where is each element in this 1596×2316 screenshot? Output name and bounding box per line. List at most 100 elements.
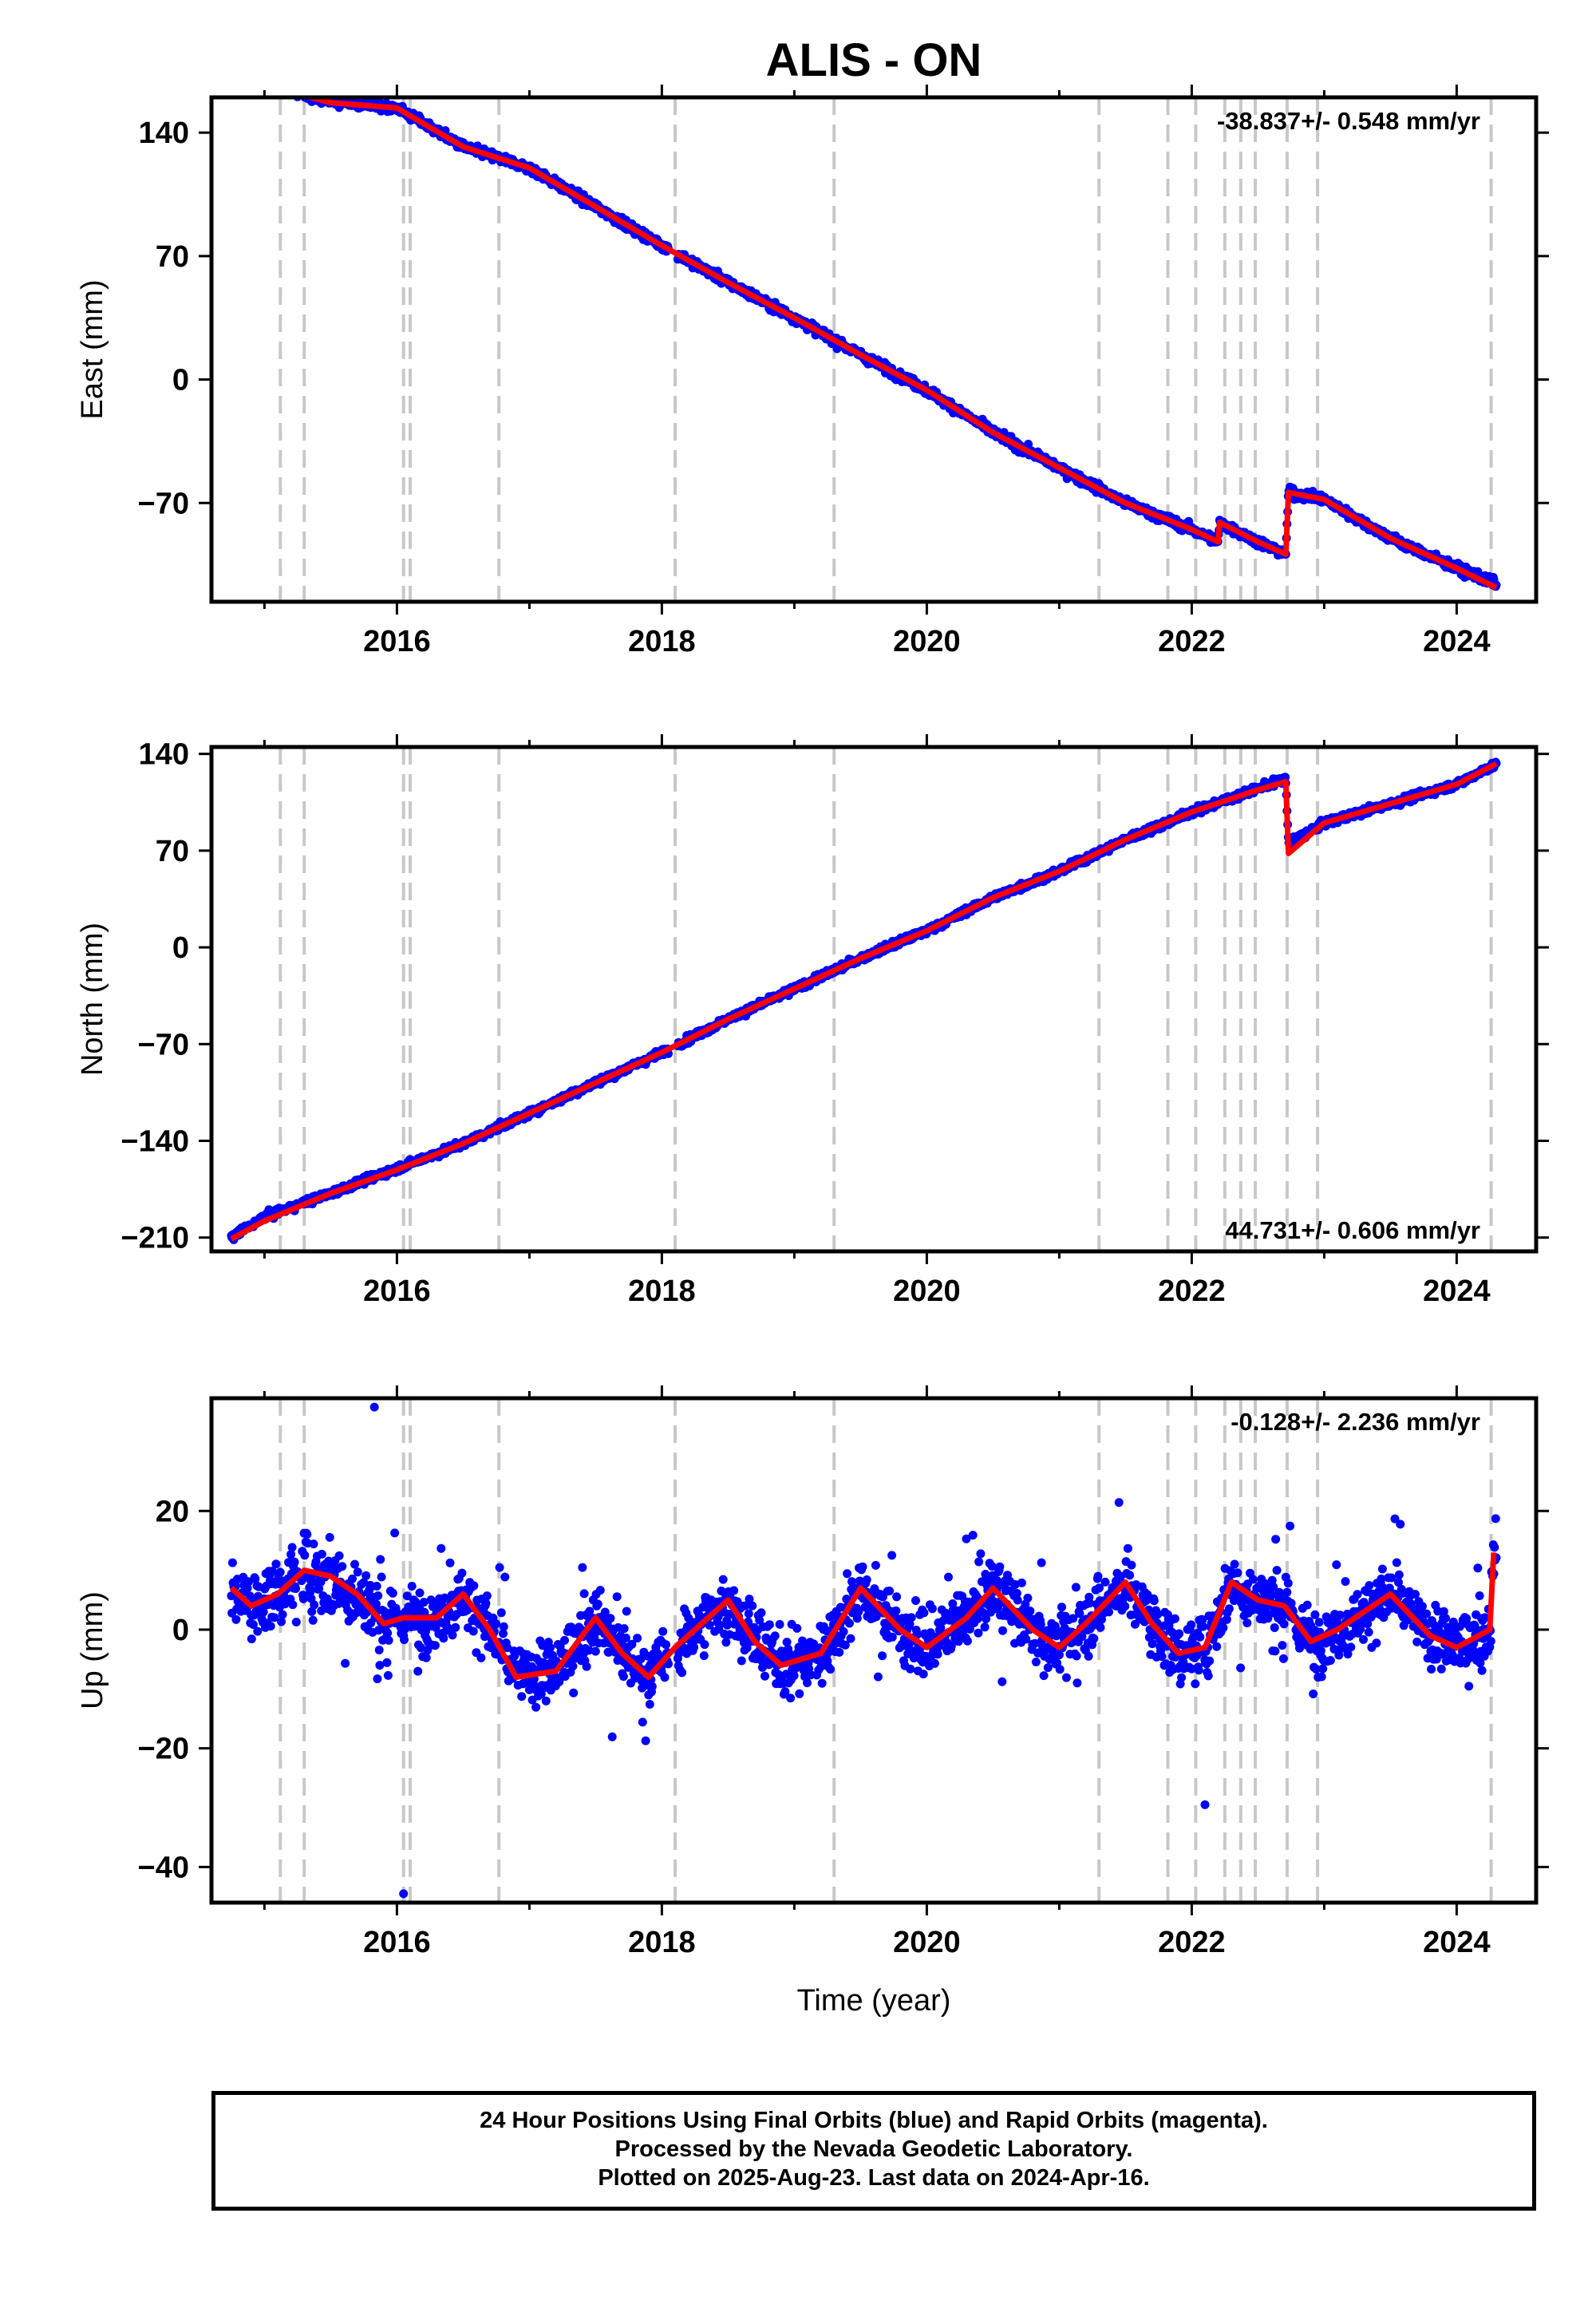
- east-point-65: [266, 86, 275, 95]
- east-point-101: [287, 85, 296, 94]
- east-point-49: [256, 80, 265, 89]
- east-point-85: [278, 85, 286, 93]
- up-point-72: [270, 1613, 279, 1622]
- east-point-34: [247, 74, 256, 83]
- east-point-31: [246, 76, 255, 85]
- east-point-21: [239, 71, 248, 80]
- east-rate-label: -38.837+/- 0.548 mm/yr: [1217, 107, 1480, 135]
- up-point-146: [317, 1549, 326, 1559]
- east-point-95: [283, 86, 292, 95]
- up-data-points: [227, 1402, 1501, 1899]
- east-point-16: [236, 71, 245, 80]
- up-point-336: [430, 1641, 440, 1650]
- east-point-104: [289, 85, 298, 94]
- up-point-317: [419, 1598, 429, 1607]
- north-ytick-label-140: 140: [139, 738, 189, 772]
- up-point-175: [334, 1551, 344, 1560]
- east-point-9: [232, 73, 241, 82]
- east-point-110: [293, 84, 302, 93]
- east-point-36: [248, 77, 257, 86]
- up-point-69: [267, 1567, 277, 1576]
- up-point-297: [407, 1582, 417, 1591]
- east-point-72: [270, 81, 279, 89]
- east-point-82: [276, 85, 285, 94]
- up-point-2: [227, 1558, 237, 1567]
- north-xtick-label-2020: 2020: [893, 1275, 961, 1308]
- up-point-197: [348, 1574, 357, 1583]
- east-data-points: [229, 69, 1501, 591]
- up-point-469: [510, 1651, 519, 1661]
- east-point-55: [260, 80, 269, 89]
- east-point-3: [229, 69, 238, 78]
- east-point-102: [288, 85, 297, 93]
- east-point-108: [291, 86, 300, 95]
- up-point-108: [291, 1584, 301, 1593]
- up-point-583: [578, 1563, 587, 1572]
- up-point-227: [365, 1580, 375, 1590]
- east-point-99: [286, 85, 294, 94]
- up-point-131: [308, 1615, 318, 1625]
- east-point-24: [241, 73, 250, 81]
- up-point-86: [278, 1610, 287, 1619]
- up-point-256: [383, 1628, 393, 1638]
- up-point-268: [390, 1528, 400, 1538]
- up-point-132: [309, 1539, 318, 1549]
- east-point-14: [235, 72, 244, 81]
- east-point-29: [244, 74, 253, 83]
- up-point-180: [338, 1562, 347, 1571]
- east-point-79: [274, 85, 282, 93]
- east-point-44: [253, 81, 262, 90]
- up-point-447: [496, 1608, 506, 1618]
- up-point-413: [476, 1653, 486, 1662]
- east-point-89: [280, 85, 289, 93]
- east-point-87: [279, 87, 287, 96]
- north-ytick-label--70: −70: [138, 1028, 189, 1061]
- east-point-19: [239, 72, 247, 81]
- up-point-242: [374, 1646, 384, 1654]
- up-point-310: [415, 1588, 425, 1598]
- east-ytick-label-140: 140: [139, 117, 189, 150]
- up-point-237: [371, 1599, 381, 1609]
- east-point-23: [241, 77, 250, 85]
- up-point-346: [437, 1543, 446, 1553]
- east-point-42: [252, 77, 261, 85]
- east-point-115: [299, 85, 308, 93]
- east-point-74: [271, 86, 280, 95]
- east-point-84: [277, 85, 286, 93]
- up-point-586: [579, 1589, 589, 1599]
- up-point-246: [377, 1572, 386, 1582]
- east-point-98: [286, 85, 294, 93]
- east-point-5: [230, 73, 239, 82]
- up-point-307: [413, 1666, 423, 1676]
- east-point-15: [236, 69, 245, 78]
- up-point-529: [546, 1643, 555, 1653]
- up-point-594: [584, 1646, 594, 1655]
- up-point-401: [469, 1581, 479, 1591]
- east-xtick-label-2016: 2016: [363, 625, 431, 658]
- east-point-75: [271, 86, 280, 95]
- east-ytick-label-0: 0: [172, 364, 189, 397]
- east-point-83: [276, 87, 285, 96]
- east-point-90: [281, 85, 290, 93]
- east-point-66: [267, 81, 275, 89]
- east-point-47: [255, 80, 264, 89]
- up-point-568: [569, 1688, 579, 1697]
- east-point-11: [234, 71, 243, 80]
- up-point-37: [249, 1620, 258, 1630]
- up-point-567: [568, 1662, 578, 1671]
- east-point-43: [253, 79, 262, 88]
- up-point-451: [499, 1622, 508, 1631]
- up-point-117: [300, 1551, 310, 1560]
- north-ytick-label--210: −210: [120, 1222, 189, 1255]
- up-point-438: [492, 1619, 501, 1629]
- up-point-289: [402, 1591, 412, 1601]
- up-point-240: [373, 1591, 383, 1600]
- east-point-73: [271, 79, 279, 88]
- east-point-78: [274, 82, 282, 91]
- east-point-48: [255, 77, 264, 85]
- up-point-633: [607, 1732, 617, 1741]
- east-point-77: [273, 83, 282, 92]
- east-point-35: [248, 77, 257, 85]
- east-model-line: [300, 97, 1498, 591]
